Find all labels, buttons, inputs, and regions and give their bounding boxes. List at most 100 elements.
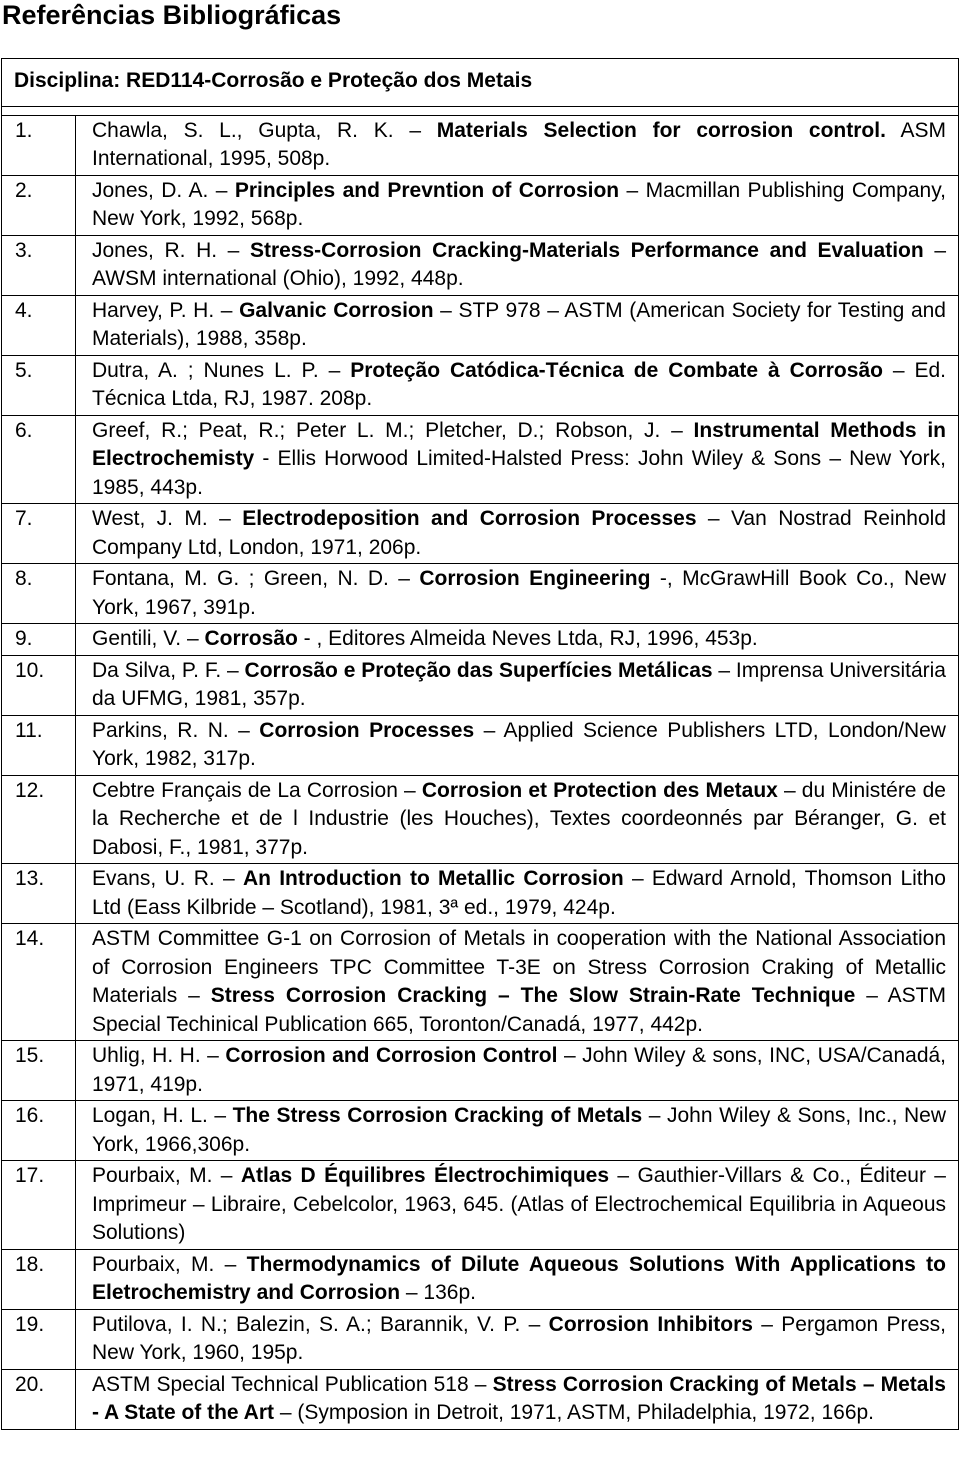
reference-row: 8. Fontana, M. G. ; Green, N. D. – Corros… <box>1 563 959 624</box>
reference-detail: Pourbaix, M. – <box>92 1164 241 1187</box>
reference-number: 9. <box>1 623 76 656</box>
reference-detail: Logan, H. L. – <box>92 1104 233 1127</box>
reference-detail: – 136p. <box>400 1281 476 1304</box>
reference-text: Putilova, I. N.; Balezin, S. A.; Baranni… <box>75 1308 959 1370</box>
reference-number: 13. <box>1 863 76 924</box>
reference-title: Thermodynamics of Dilute Aqueous Solutio… <box>92 1252 946 1305</box>
reference-detail: – John Wiley & sons, INC, USA/Canadá, 19… <box>92 1044 947 1096</box>
reference-text: Logan, H. L. – The Stress Corrosion Crac… <box>75 1100 959 1161</box>
reference-title: Corrosion and Corrosion Control <box>225 1044 558 1067</box>
reference-row: 9. Gentili, V. – Corrosão - , Editores Al… <box>1 623 959 656</box>
reference-detail: – Applied Science Publishers LTD, London… <box>92 718 946 771</box>
reference-title: Corrosão <box>204 627 298 650</box>
reference-text: Uhlig, H. H. – Corrosion and Corrosion C… <box>75 1040 959 1101</box>
reference-detail: Harvey, P. H. – <box>92 298 240 322</box>
reference-detail: Cebtre Français de La Corrosion – <box>92 778 422 802</box>
reference-detail: Chawla, S. L., Gupta, R. K. – <box>92 118 437 142</box>
reference-title: Corrosion Processes <box>259 718 475 742</box>
discipline-row: Disciplina: RED114-Corrosão e Proteção d… <box>1 58 959 107</box>
reference-title: Materials Selection for corrosion contro… <box>436 118 886 142</box>
table-body: Disciplina: RED114-Corrosão e Proteção d… <box>1 58 959 1430</box>
reference-row: 15. Uhlig, H. H. – Corrosion and Corrosio… <box>1 1040 959 1101</box>
reference-detail: ASTM Committee G-1 on Corrosion of Metal… <box>92 927 946 1007</box>
reference-text: Pourbaix, M. – Atlas D Équilibres Électr… <box>75 1160 959 1250</box>
reference-number: 7. <box>1 503 76 564</box>
reference-number: 8. <box>1 563 76 624</box>
reference-title: Principles and Prevntion of Corrosion <box>234 178 620 202</box>
reference-title: Stress Corrosion Cracking – The Slow Str… <box>210 984 856 1007</box>
reference-title: Instrumental Methods in Electrochemisty <box>92 418 946 471</box>
reference-detail: Da Silva, P. F. – <box>92 658 245 682</box>
reference-text: Pourbaix, M. – Thermodynamics of Dilute … <box>75 1248 959 1310</box>
reference-title: Electrodeposition and Corrosion Processe… <box>242 507 697 530</box>
reference-number: 14. <box>1 923 76 1041</box>
reference-number: 1. <box>1 114 76 176</box>
reference-number: 11. <box>1 714 76 776</box>
reference-text: Dutra, A. ; Nunes L. P. – Proteção Catód… <box>75 354 959 416</box>
reference-title: An Introduction to Metallic Corrosion <box>242 867 624 890</box>
reference-detail: Uhlig, H. H. – <box>92 1044 226 1067</box>
reference-row: 2. Jones, D. A. – Principles and Prevntio… <box>1 174 959 236</box>
reference-number: 2. <box>1 174 76 236</box>
reference-detail: -, McGrawHill Book Co., New York, 1967, … <box>92 567 947 619</box>
reference-detail: – Edward Arnold, Thomson Litho Ltd (Eass… <box>92 867 946 919</box>
reference-detail: – John Wiley & Sons, Inc., New York, 196… <box>92 1104 946 1156</box>
spacer-row <box>1 105 959 116</box>
reference-detail: Greef, R.; Peat, R.; Peter L. M.; Pletch… <box>92 418 694 442</box>
reference-detail: – ASTM Special Techinical Publication 66… <box>92 984 947 1036</box>
reference-detail: – du Ministére de la Recherche et de l I… <box>92 778 946 859</box>
title: Referências Bibliográficas <box>2 0 342 30</box>
reference-detail: Evans, U. R. – <box>92 867 243 890</box>
reference-row: 10. Da Silva, P. F. – Corrosão e Proteção… <box>1 654 959 716</box>
reference-detail: – Gauthier-Villars & Co., Éditeur – Impr… <box>92 1164 946 1244</box>
reference-detail: – Imprensa Universitária da UFMG, 1981, … <box>92 658 946 711</box>
reference-detail: Gentili, V. – <box>92 627 205 650</box>
reference-row: 16. Logan, H. L. – The Stress Corrosion C… <box>1 1100 959 1161</box>
reference-row: 17. Pourbaix, M. – Atlas D Équilibres Éle… <box>1 1160 959 1250</box>
reference-detail: ASM International, 1995, 508p. <box>92 118 946 171</box>
reference-title: Corrosion et Protection des Metaux <box>421 778 778 802</box>
reference-number: 17. <box>1 1160 76 1250</box>
reference-row: 3. Jones, R. H. – Stress-Corrosion Cracki… <box>1 234 959 296</box>
reference-detail: – AWSM international (Ohio), 1992, 448p. <box>92 238 946 291</box>
reference-detail: Dutra, A. ; Nunes L. P. – <box>92 358 351 382</box>
reference-text: Parkins, R. N. – Corrosion Processes – A… <box>75 714 959 776</box>
reference-detail: – Pergamon Press, New York, 1960, 195p. <box>92 1312 946 1365</box>
reference-row: 14. ASTM Committee G-1 on Corrosion of Me… <box>1 923 959 1041</box>
reference-detail: Parkins, R. N. – <box>92 718 260 742</box>
reference-text: ASTM Committee G-1 on Corrosion of Metal… <box>75 923 959 1041</box>
reference-row: 1. Chawla, S. L., Gupta, R. K. – Material… <box>1 114 959 176</box>
reference-row: 18. Pourbaix, M. – Thermodynamics of Dilu… <box>1 1248 959 1310</box>
reference-text: Jones, D. A. – Principles and Prevntion … <box>75 174 959 236</box>
reference-detail: Pourbaix, M. – <box>92 1252 247 1276</box>
reference-title: Corrosion Inhibitors <box>548 1312 753 1336</box>
reference-title: Stress-Corrosion Cracking-Materials Perf… <box>249 238 924 262</box>
reference-text: Chawla, S. L., Gupta, R. K. – Materials … <box>75 114 959 176</box>
reference-number: 19. <box>1 1308 76 1370</box>
reference-number: 15. <box>1 1040 76 1101</box>
reference-row: 6. Greef, R.; Peat, R.; Peter L. M.; Plet… <box>1 414 959 504</box>
reference-detail: West, J. M. – <box>92 507 243 530</box>
reference-detail: - Ellis Horwood Limited-Halsted Press: J… <box>92 447 946 499</box>
reference-row: 19. Putilova, I. N.; Balezin, S. A.; Bara… <box>1 1308 959 1370</box>
reference-detail: – STP 978 – ASTM (American Society for T… <box>92 298 946 351</box>
reference-number: 4. <box>1 294 76 356</box>
reference-text: West, J. M. – Electrodeposition and Corr… <box>75 503 959 564</box>
reference-number: 20. <box>1 1368 76 1430</box>
reference-title: Proteção Catódica-Técnica de Combate à C… <box>350 358 883 382</box>
reference-title: The Stress Corrosion Cracking of Metals <box>232 1104 643 1127</box>
reference-row: 4. Harvey, P. H. – Galvanic Corrosion – S… <box>1 294 959 356</box>
reference-number: 6. <box>1 414 76 504</box>
reference-text: Harvey, P. H. – Galvanic Corrosion – STP… <box>75 294 959 356</box>
reference-detail: – (Symposion in Detroit, 1971, ASTM, Phi… <box>274 1401 875 1424</box>
reference-row: 13. Evans, U. R. – An Introduction to Met… <box>1 863 959 924</box>
reference-detail: – Van Nostrad Reinhold Company Ltd, Lond… <box>92 507 947 559</box>
reference-detail: Jones, R. H. – <box>92 238 250 262</box>
reference-text: Cebtre Français de La Corrosion – Corros… <box>75 774 959 864</box>
reference-detail: – Macmillan Publishing Company, New York… <box>92 178 946 231</box>
reference-detail: - , Editores Almeida Neves Ltda, RJ, 199… <box>297 627 758 650</box>
reference-number: 18. <box>1 1248 76 1310</box>
spacer <box>1 105 959 116</box>
reference-title: Corrosão e Proteção das Superfícies Metá… <box>244 658 713 682</box>
